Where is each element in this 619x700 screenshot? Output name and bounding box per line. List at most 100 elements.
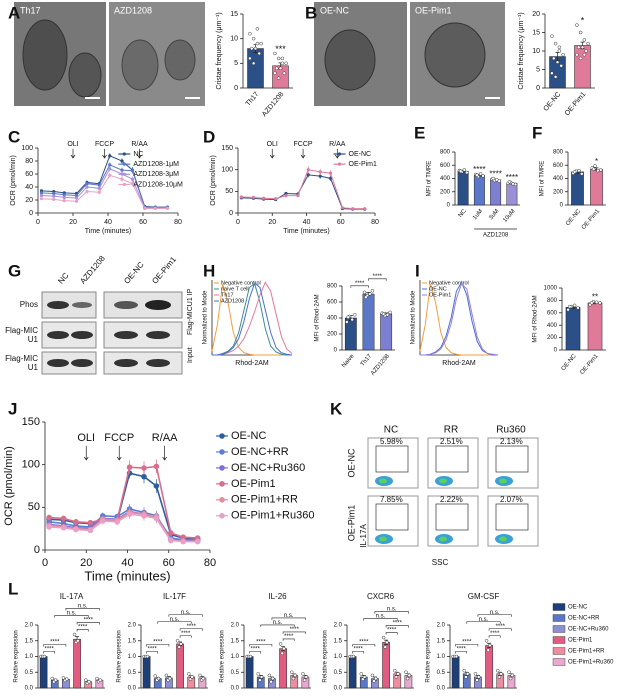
- gate-percent: 2.22%: [440, 495, 463, 504]
- data-point: [405, 676, 410, 681]
- y-tick-label: 800: [440, 150, 451, 156]
- legend-marker: [219, 449, 225, 455]
- panel-label: E: [414, 123, 425, 142]
- image-label: OE-NC: [320, 5, 350, 15]
- data-point: [301, 672, 305, 676]
- column-label: Ru360: [496, 425, 526, 436]
- y-tick-label: 100: [22, 459, 40, 471]
- legend-label: OE-NC+Ru360: [231, 462, 305, 474]
- data-point: [251, 61, 256, 66]
- legend-label: naive T cell: [221, 286, 249, 292]
- series-marker: [306, 173, 310, 177]
- data-point: [359, 672, 363, 676]
- data-point: [364, 295, 368, 299]
- data-point: [499, 672, 503, 676]
- data-point: [198, 673, 202, 678]
- data-point: [164, 673, 169, 678]
- data-point: [368, 292, 372, 296]
- gate-percent: 5.98%: [380, 437, 403, 446]
- series-marker: [74, 199, 79, 203]
- data-point: [458, 169, 463, 173]
- histogram-curve: [420, 282, 499, 356]
- y-tick-label: 10: [230, 36, 238, 43]
- series-marker: [318, 174, 322, 178]
- image-label: AZD1208: [114, 5, 152, 15]
- series-marker: [126, 511, 133, 517]
- series-marker: [52, 197, 56, 201]
- bar: [380, 313, 393, 351]
- x-tick-label: 80: [371, 219, 379, 226]
- series-marker: [351, 207, 355, 211]
- panel-label: D: [203, 127, 215, 146]
- series-marker: [153, 463, 160, 470]
- series-marker: [153, 515, 160, 522]
- y-tick-label: 5: [536, 66, 540, 73]
- legend-label: OE-Pim1: [231, 478, 276, 490]
- row-label: Flag-MICU1: [5, 326, 38, 344]
- y-tick-label: 0.5: [334, 670, 343, 676]
- panel-label: C: [8, 127, 20, 146]
- gate: [375, 503, 409, 531]
- data-point: [190, 675, 194, 679]
- data-point: [550, 71, 554, 75]
- data-point: [552, 56, 556, 61]
- treatment-arrow: [137, 148, 142, 159]
- x-axis-label: Rhod-2AM: [235, 360, 269, 367]
- data-point: [550, 34, 554, 38]
- series-marker: [130, 169, 135, 173]
- data-point: [508, 676, 513, 681]
- comparison-bracket: [43, 644, 67, 647]
- data-point: [168, 676, 172, 681]
- comparison-label: ****: [250, 647, 260, 653]
- data-point: [576, 306, 580, 310]
- blot-strip: [103, 351, 183, 375]
- data-point: [491, 176, 495, 181]
- y-tick-label: 600: [553, 163, 564, 169]
- data-point: [572, 170, 577, 174]
- y-axis-label: MFI of TMRE: [540, 161, 546, 197]
- comparison-bracket: [249, 644, 273, 647]
- legend-marker: [337, 162, 342, 166]
- comparison-label: n.s.: [387, 607, 397, 613]
- x-tick-label: OE-NC: [565, 208, 582, 227]
- data-point: [462, 668, 466, 673]
- y-tick-label: 0.5: [231, 670, 240, 676]
- data-point: [475, 173, 479, 177]
- data-point: [350, 317, 354, 322]
- lane-label: AZD1208: [78, 254, 107, 286]
- lane-label: OE-NC: [122, 260, 146, 286]
- series-marker: [239, 195, 244, 199]
- y-tick-label: 1.5: [334, 638, 343, 644]
- data-point: [280, 56, 285, 61]
- y-tick-label: 600: [547, 310, 558, 316]
- band: [114, 359, 138, 367]
- series-marker: [62, 195, 66, 199]
- data-point: [497, 675, 502, 679]
- data-point: [578, 30, 583, 35]
- data-point: [559, 64, 563, 68]
- legend-label: AZD1208: [221, 298, 244, 304]
- chart-title: IL-26: [268, 592, 287, 601]
- series-marker: [328, 171, 333, 175]
- cell-cloud: [379, 478, 387, 484]
- comparison-label: ****: [387, 628, 397, 634]
- panel-label: F: [532, 123, 542, 142]
- series-marker: [62, 199, 66, 203]
- legend-marker: [219, 512, 225, 519]
- series-marker: [108, 167, 112, 171]
- y-tick-label: 1.0: [334, 654, 343, 660]
- band: [114, 331, 138, 339]
- data-point: [145, 654, 150, 659]
- y-tick-label: 1.5: [128, 638, 137, 644]
- data-point: [513, 182, 518, 187]
- y-axis-label: Normalized to Mode: [411, 290, 417, 344]
- panel-label: H: [203, 261, 215, 280]
- comparison-label: ****: [353, 647, 363, 653]
- y-tick-label: 0: [554, 348, 558, 354]
- data-point: [464, 675, 468, 679]
- series-marker: [85, 182, 89, 186]
- comparison-bracket: [76, 629, 89, 632]
- x-tick-label: OE-Pim1: [581, 208, 602, 231]
- series-marker: [340, 206, 345, 210]
- bar: [473, 174, 485, 206]
